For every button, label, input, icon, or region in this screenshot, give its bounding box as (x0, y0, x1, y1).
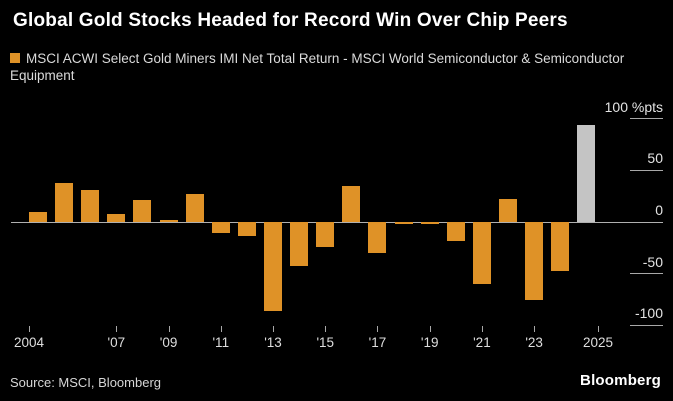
bloomberg-logo: Bloomberg (580, 372, 661, 389)
source-note: Source: MSCI, Bloomberg (10, 375, 162, 390)
x-tick-label-2023: '23 (525, 335, 543, 350)
y-tick-dash--100 (630, 324, 663, 326)
x-tick-2015 (325, 326, 327, 332)
bar-2005 (55, 182, 74, 222)
legend: MSCI ACWI Select Gold Miners IMI Net Tot… (10, 50, 630, 84)
x-tick-2023 (534, 326, 536, 332)
bar-2017 (368, 222, 387, 254)
bar-2020 (446, 222, 465, 241)
x-tick-2011 (220, 326, 222, 332)
y-tick-dash--50 (630, 273, 663, 275)
y-tick-label--50: -50 (642, 253, 663, 270)
legend-label: MSCI ACWI Select Gold Miners IMI Net Tot… (10, 51, 625, 83)
x-tick-label-2019: '19 (420, 335, 439, 350)
bar-2007 (107, 213, 126, 222)
x-tick-label-2004: 2004 (13, 335, 45, 350)
bar-2016 (342, 185, 361, 222)
legend-swatch-icon (10, 53, 20, 63)
y-tick-dash-50 (630, 169, 663, 171)
y-tick-label-100: 100 %pts (604, 98, 663, 115)
bar-2014 (290, 222, 309, 267)
bar-2009 (159, 219, 178, 222)
bar-2004 (29, 211, 47, 222)
bar-2010 (185, 194, 204, 222)
page-title: Global Gold Stocks Headed for Record Win… (13, 10, 568, 31)
zero-axis-line (11, 221, 663, 223)
x-tick-label-2015: '15 (316, 335, 335, 350)
y-tick-label-0: 0 (655, 202, 663, 218)
x-tick-label-2025: 2025 (582, 335, 614, 350)
bar-2012 (237, 222, 256, 237)
x-tick-label-2013: '13 (264, 335, 282, 350)
bar-2024 (551, 222, 570, 271)
bar-2006 (81, 189, 100, 222)
x-tick-label-2011: '11 (212, 335, 230, 350)
x-tick-2007 (116, 326, 118, 332)
y-tick-label-50: 50 (647, 150, 663, 167)
x-tick-2017 (377, 326, 379, 332)
bar-2008 (133, 200, 152, 222)
bar-2018 (394, 222, 413, 225)
x-tick-2013 (273, 326, 275, 332)
bar-2023 (525, 222, 544, 300)
bar-2015 (316, 222, 335, 247)
y-tick-label--100: -100 (634, 305, 663, 322)
bar-2025 (577, 124, 596, 222)
bar-2021 (472, 222, 491, 285)
x-tick-2019 (429, 326, 431, 332)
x-tick-label-2009: '09 (159, 335, 178, 350)
x-tick-2009 (168, 326, 170, 332)
x-tick-label-2017: '17 (368, 335, 387, 350)
x-tick-2025 (598, 326, 599, 332)
x-tick-2004 (29, 326, 30, 332)
bar-2019 (420, 222, 439, 225)
bar-2022 (499, 199, 518, 222)
x-tick-label-2007: '07 (107, 335, 126, 350)
bar-2011 (211, 222, 230, 234)
x-tick-label-2021: '21 (473, 335, 491, 350)
bar-2013 (264, 222, 283, 311)
y-tick-dash-100 (630, 118, 663, 120)
x-tick-2021 (481, 326, 483, 332)
